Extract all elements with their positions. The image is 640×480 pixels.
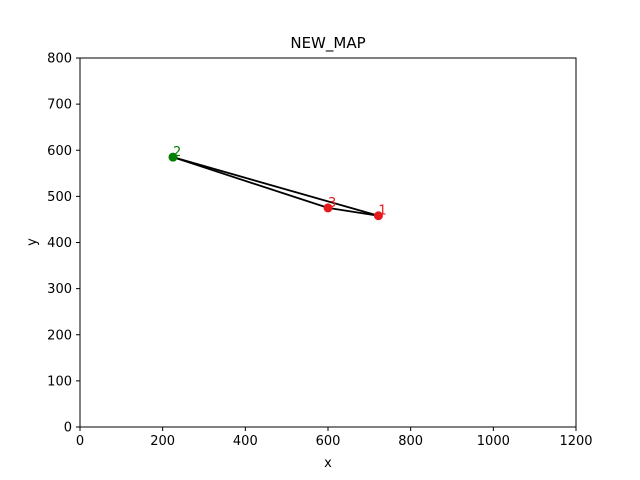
- route-segment: [172, 156, 380, 217]
- y-tick-label: 200: [47, 328, 72, 343]
- y-tick-label: 800: [47, 52, 72, 67]
- x-tick-label: 800: [398, 434, 423, 449]
- route-lines: [172, 156, 380, 217]
- map-point-label: 3: [328, 196, 336, 211]
- route-segment: [172, 156, 329, 209]
- x-tick-label: 1200: [559, 434, 592, 449]
- map-point-label: 2: [173, 145, 181, 160]
- x-tick-label: 400: [233, 434, 258, 449]
- y-tick-label: 600: [47, 144, 72, 159]
- y-tick-label: 300: [47, 282, 72, 297]
- x-axis-ticks: 0 200 400 600 800 1000 1200: [76, 427, 593, 449]
- x-axis-label: x: [324, 456, 332, 471]
- y-axis-label: y: [25, 238, 40, 246]
- y-tick-label: 400: [47, 236, 72, 251]
- y-tick-label: 500: [47, 190, 72, 205]
- map-point-marker: [373, 211, 383, 221]
- map-point-marker: [168, 152, 178, 162]
- plot-area-frame: [79, 57, 577, 428]
- x-tick-label: 600: [316, 434, 341, 449]
- x-tick-label: 0: [76, 434, 84, 449]
- y-axis-ticks: 0 100 200 300 400 500 600 700 800: [47, 52, 80, 436]
- x-tick-label: 200: [150, 434, 175, 449]
- route-segment: [327, 207, 380, 217]
- chart-title: NEW_MAP: [290, 34, 365, 53]
- y-tick-label: 700: [47, 98, 72, 113]
- y-tick-label: 0: [64, 421, 72, 436]
- map-point-marker: [323, 203, 333, 213]
- x-tick-label: 1000: [477, 434, 510, 449]
- map-points: 2 1 3: [168, 145, 387, 221]
- map-point-label: 1: [378, 204, 386, 219]
- y-tick-label: 100: [47, 374, 72, 389]
